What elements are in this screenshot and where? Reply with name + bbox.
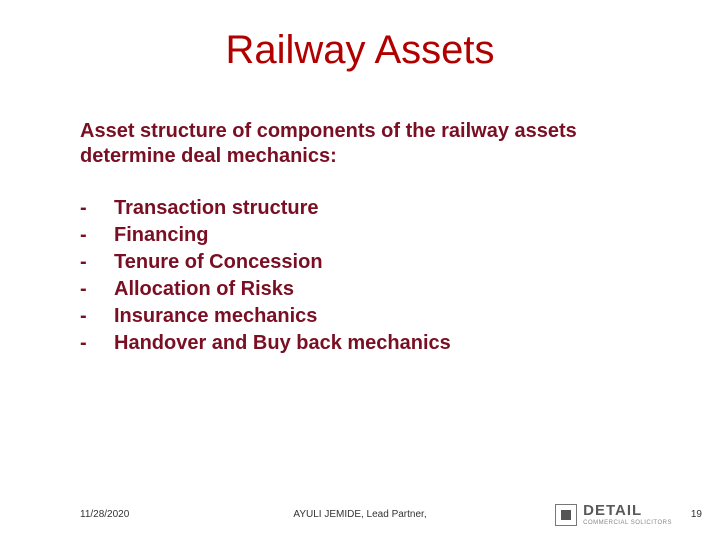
logo-sub: COMMERCIAL SOLICITORS xyxy=(583,520,672,526)
list-item-label: Insurance mechanics xyxy=(114,303,317,330)
logo-text: DETAIL COMMERCIAL SOLICITORS xyxy=(583,503,672,526)
list-item-label: Transaction structure xyxy=(114,195,319,222)
list-item: - Tenure of Concession xyxy=(80,249,640,276)
list-item-label: Tenure of Concession xyxy=(114,249,323,276)
list-item-label: Handover and Buy back mechanics xyxy=(114,330,451,357)
page-number: 19 xyxy=(691,509,702,520)
list-item: - Handover and Buy back mechanics xyxy=(80,330,640,357)
dash-icon: - xyxy=(80,249,114,276)
dash-icon: - xyxy=(80,222,114,249)
logo: DETAIL COMMERCIAL SOLICITORS xyxy=(555,503,672,526)
dash-icon: - xyxy=(80,303,114,330)
dash-icon: - xyxy=(80,330,114,357)
list-item: - Financing xyxy=(80,222,640,249)
logo-mark-icon xyxy=(555,504,577,526)
list-item-label: Financing xyxy=(114,222,208,249)
slide-title: Railway Assets xyxy=(80,28,640,73)
dash-icon: - xyxy=(80,195,114,222)
logo-main: DETAIL xyxy=(583,503,672,518)
list-item: - Insurance mechanics xyxy=(80,303,640,330)
dash-icon: - xyxy=(80,276,114,303)
intro-text: Asset structure of components of the rai… xyxy=(80,119,640,169)
bullet-list: - Transaction structure - Financing - Te… xyxy=(80,195,640,357)
list-item: - Allocation of Risks xyxy=(80,276,640,303)
list-item-label: Allocation of Risks xyxy=(114,276,294,303)
slide: Railway Assets Asset structure of compon… xyxy=(0,0,720,540)
list-item: - Transaction structure xyxy=(80,195,640,222)
